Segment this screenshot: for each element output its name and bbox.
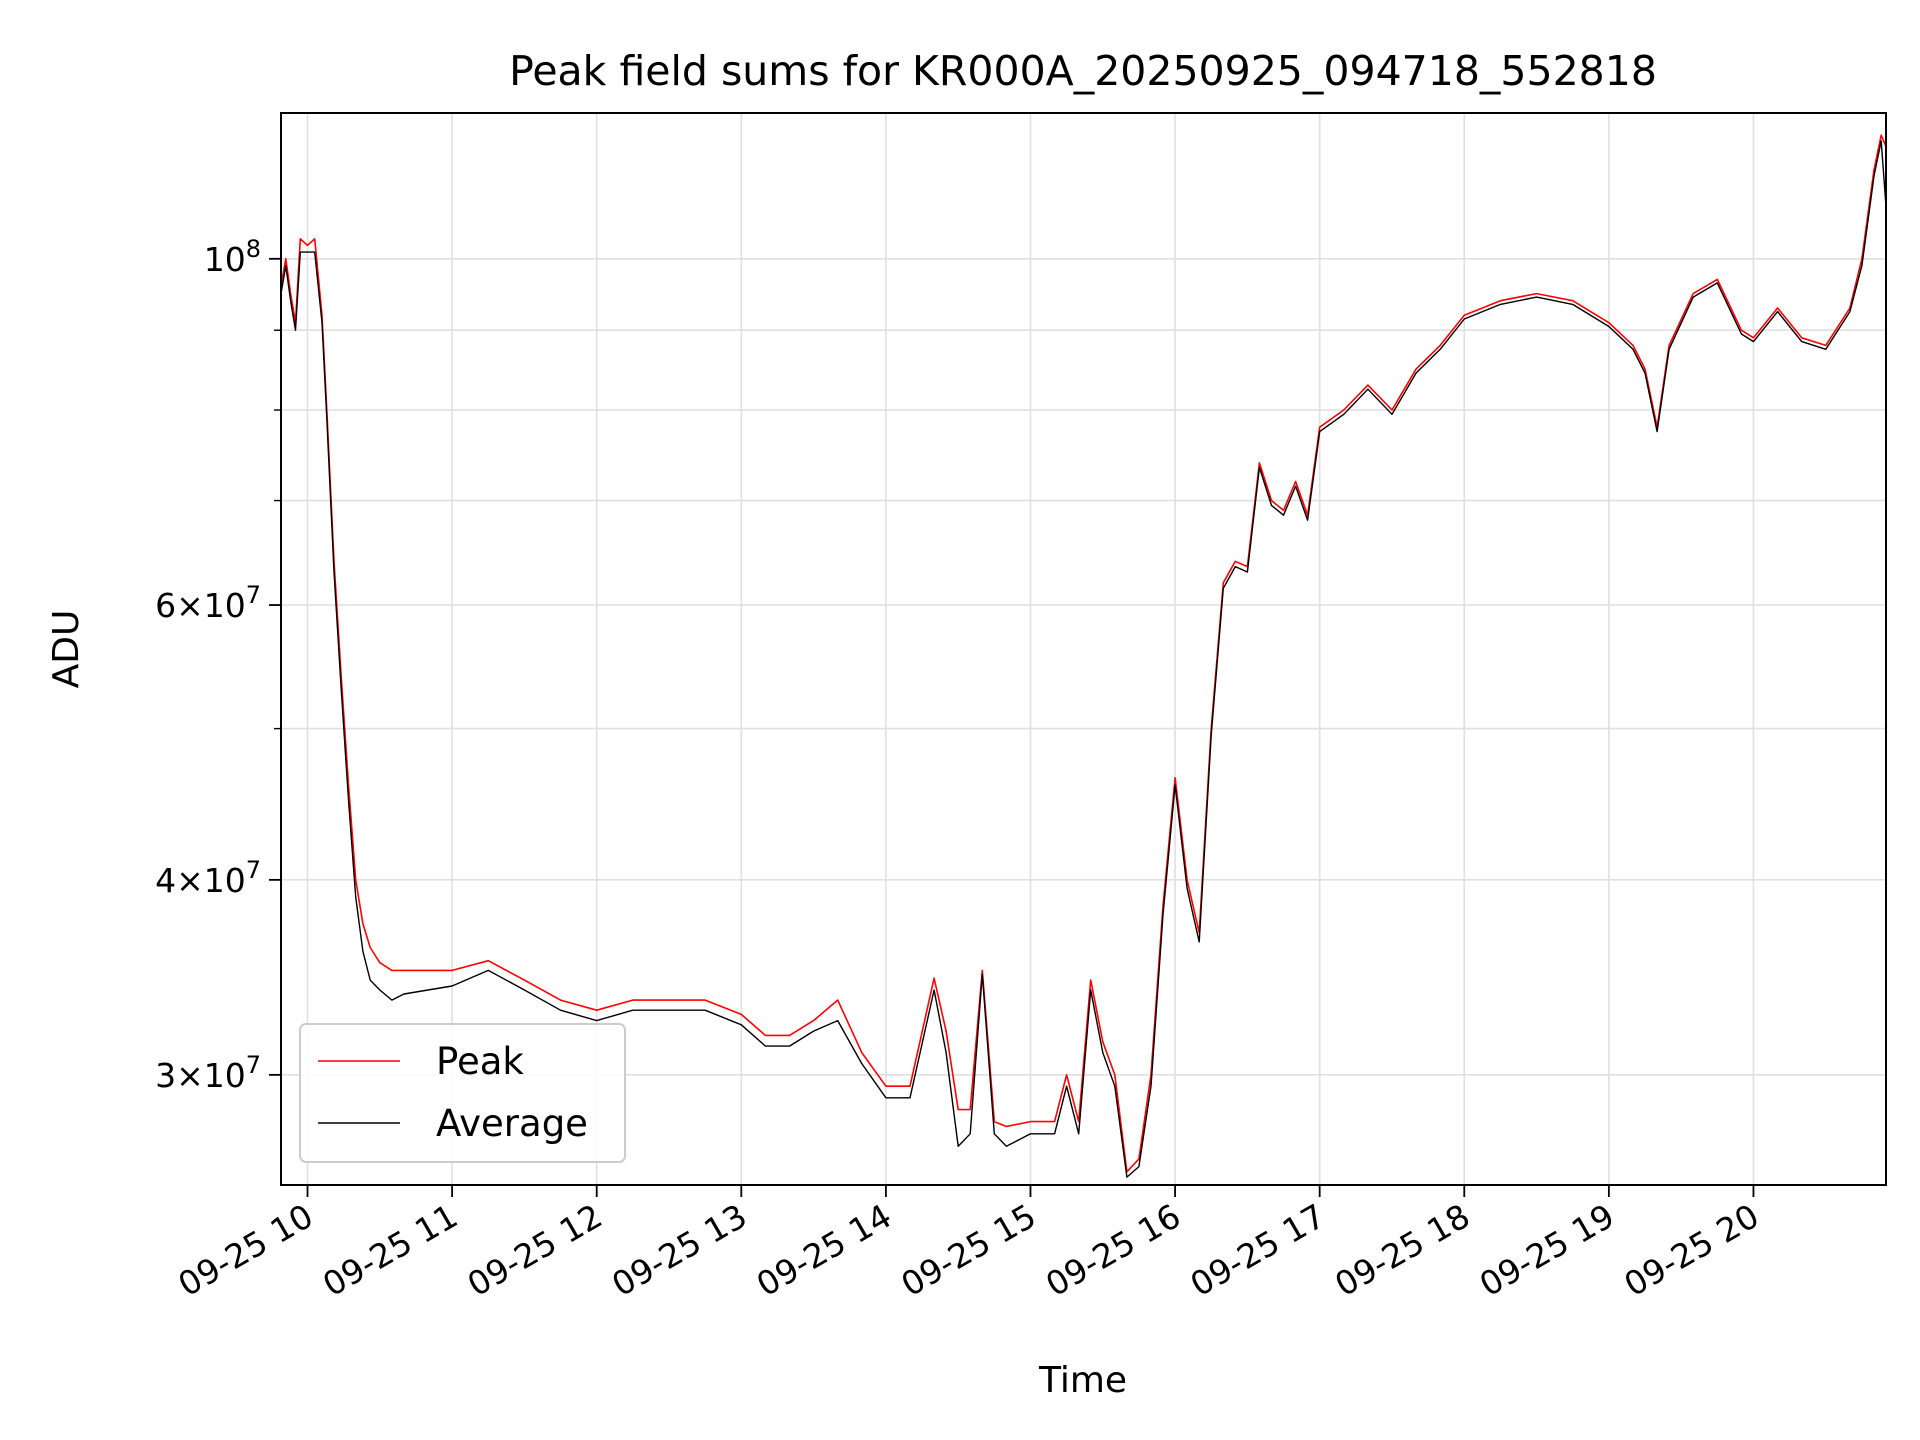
chart-title: Peak field sums for KR000A_20250925_0947… bbox=[509, 47, 1657, 95]
legend: Peak Average bbox=[299, 1023, 626, 1163]
y-tick-label: 108 bbox=[204, 235, 261, 279]
series-line-average bbox=[280, 140, 1887, 1178]
legend-box bbox=[299, 1023, 626, 1163]
grid bbox=[281, 113, 1886, 1185]
x-axis-label: Time bbox=[1038, 1360, 1127, 1401]
legend-label-average: Average bbox=[436, 1102, 588, 1145]
legend-label-peak: Peak bbox=[436, 1040, 524, 1083]
y-tick-label: 6×107 bbox=[155, 581, 261, 625]
y-axis: 108 6×107 4×107 3×107 bbox=[155, 235, 281, 1095]
plot-area bbox=[280, 134, 1887, 1178]
series-line-peak bbox=[280, 134, 1887, 1173]
y-tick-label: 4×107 bbox=[155, 856, 261, 900]
plot-frame bbox=[280, 112, 1887, 1186]
y-tick-label: 3×107 bbox=[155, 1051, 261, 1095]
y-axis-label: ADU bbox=[46, 610, 87, 689]
